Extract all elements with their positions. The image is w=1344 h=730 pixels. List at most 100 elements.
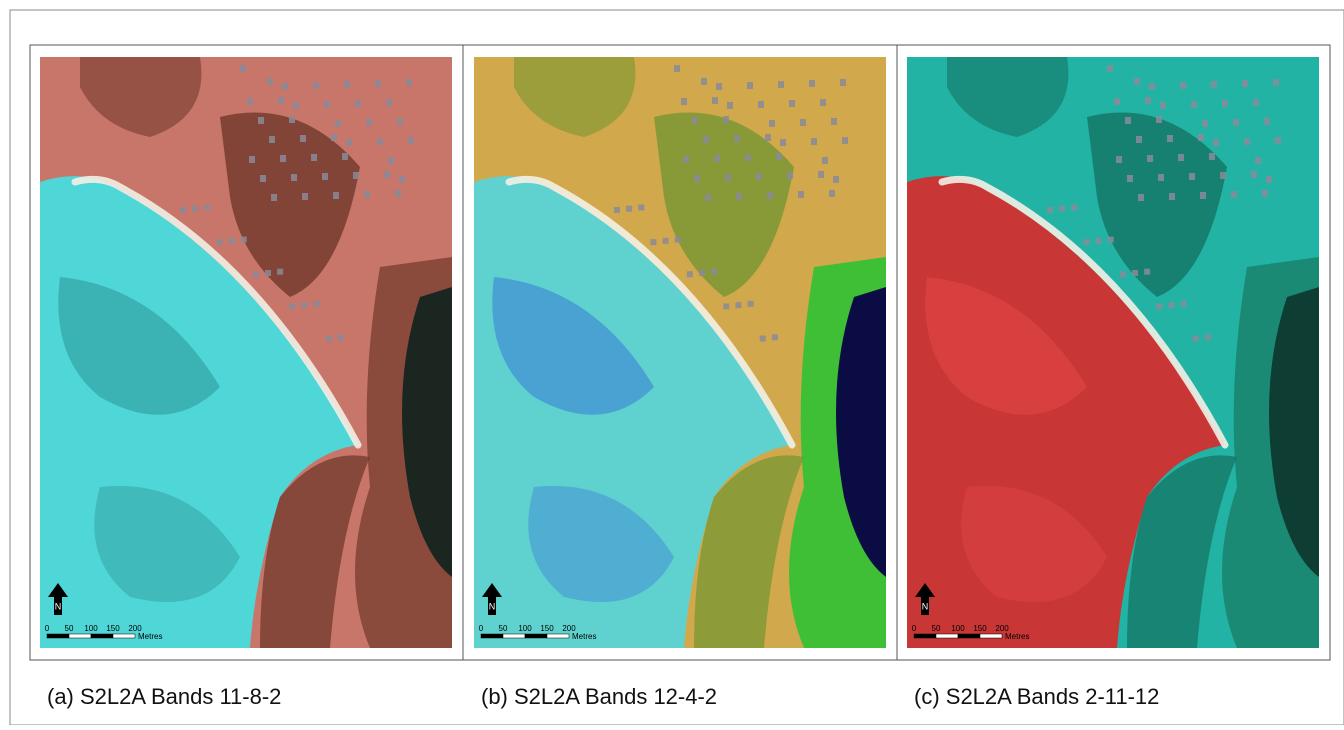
building (789, 100, 795, 107)
building (1134, 78, 1140, 85)
building (701, 78, 707, 85)
building (375, 80, 381, 87)
building (1120, 271, 1126, 277)
building (1136, 136, 1142, 143)
building (408, 137, 414, 144)
building (1158, 174, 1164, 181)
north-label: N (55, 601, 62, 611)
building (842, 137, 848, 144)
building (694, 175, 700, 182)
building (1231, 191, 1237, 198)
scale-segment (503, 634, 525, 638)
building (1273, 79, 1279, 86)
building (397, 118, 403, 125)
building (734, 135, 740, 142)
building (675, 237, 681, 243)
scale-label: 100 (84, 624, 98, 633)
building (289, 303, 295, 309)
building (384, 171, 390, 178)
building (313, 82, 319, 89)
building (280, 155, 286, 162)
scale-label: 0 (479, 624, 484, 633)
building (723, 303, 729, 309)
building (1222, 100, 1228, 107)
building (364, 191, 370, 198)
building (1083, 239, 1089, 245)
building (1145, 97, 1151, 104)
building (614, 207, 620, 213)
building (293, 102, 299, 109)
building (271, 194, 277, 201)
building (1202, 120, 1208, 127)
building (216, 239, 222, 245)
building (1262, 190, 1268, 197)
scale-label: 50 (65, 624, 74, 633)
building (229, 238, 235, 244)
building (342, 153, 348, 160)
building (1242, 80, 1248, 87)
building (267, 78, 273, 85)
building (674, 65, 680, 72)
building (714, 155, 720, 162)
building (683, 156, 689, 163)
building (776, 153, 782, 160)
building (249, 156, 255, 163)
building (1107, 65, 1113, 72)
building (725, 174, 731, 181)
building (1266, 176, 1272, 183)
building (1116, 156, 1122, 163)
building (395, 190, 401, 197)
building (1255, 157, 1261, 164)
building (377, 138, 383, 145)
building (765, 134, 771, 141)
building (355, 100, 361, 107)
building (820, 99, 826, 106)
building (331, 134, 337, 141)
building (818, 171, 824, 178)
building (1168, 302, 1174, 308)
building (282, 83, 288, 90)
figure: N050100150200Metres(a) S2L2A Bands 11-8-… (0, 0, 1344, 725)
building (386, 99, 392, 106)
building (798, 191, 804, 198)
building (736, 193, 742, 200)
building (760, 336, 766, 342)
building (778, 81, 784, 88)
building (840, 79, 846, 86)
building (1181, 301, 1187, 307)
building (180, 207, 186, 213)
building (366, 119, 372, 126)
building (1125, 117, 1131, 124)
building (1178, 154, 1184, 161)
building (1264, 118, 1270, 125)
building (747, 82, 753, 89)
building (240, 65, 246, 72)
building (247, 98, 253, 105)
scale-unit: Metres (1005, 632, 1029, 641)
building (772, 334, 778, 340)
building (1220, 172, 1226, 179)
building (1209, 153, 1215, 160)
building (388, 157, 394, 164)
building (1169, 193, 1175, 200)
building (833, 176, 839, 183)
building (687, 271, 693, 277)
building (314, 301, 320, 307)
scale-segment (113, 634, 135, 638)
building (1114, 98, 1120, 105)
scale-segment (936, 634, 958, 638)
building (1132, 270, 1138, 276)
building (338, 334, 344, 340)
building (756, 173, 762, 180)
scale-label: 150 (973, 624, 987, 633)
building (192, 206, 198, 212)
building (1149, 83, 1155, 90)
building (406, 79, 412, 86)
building (650, 239, 656, 245)
scale-segment (525, 634, 547, 638)
building (703, 136, 709, 143)
building (301, 302, 307, 308)
building (1191, 101, 1197, 108)
